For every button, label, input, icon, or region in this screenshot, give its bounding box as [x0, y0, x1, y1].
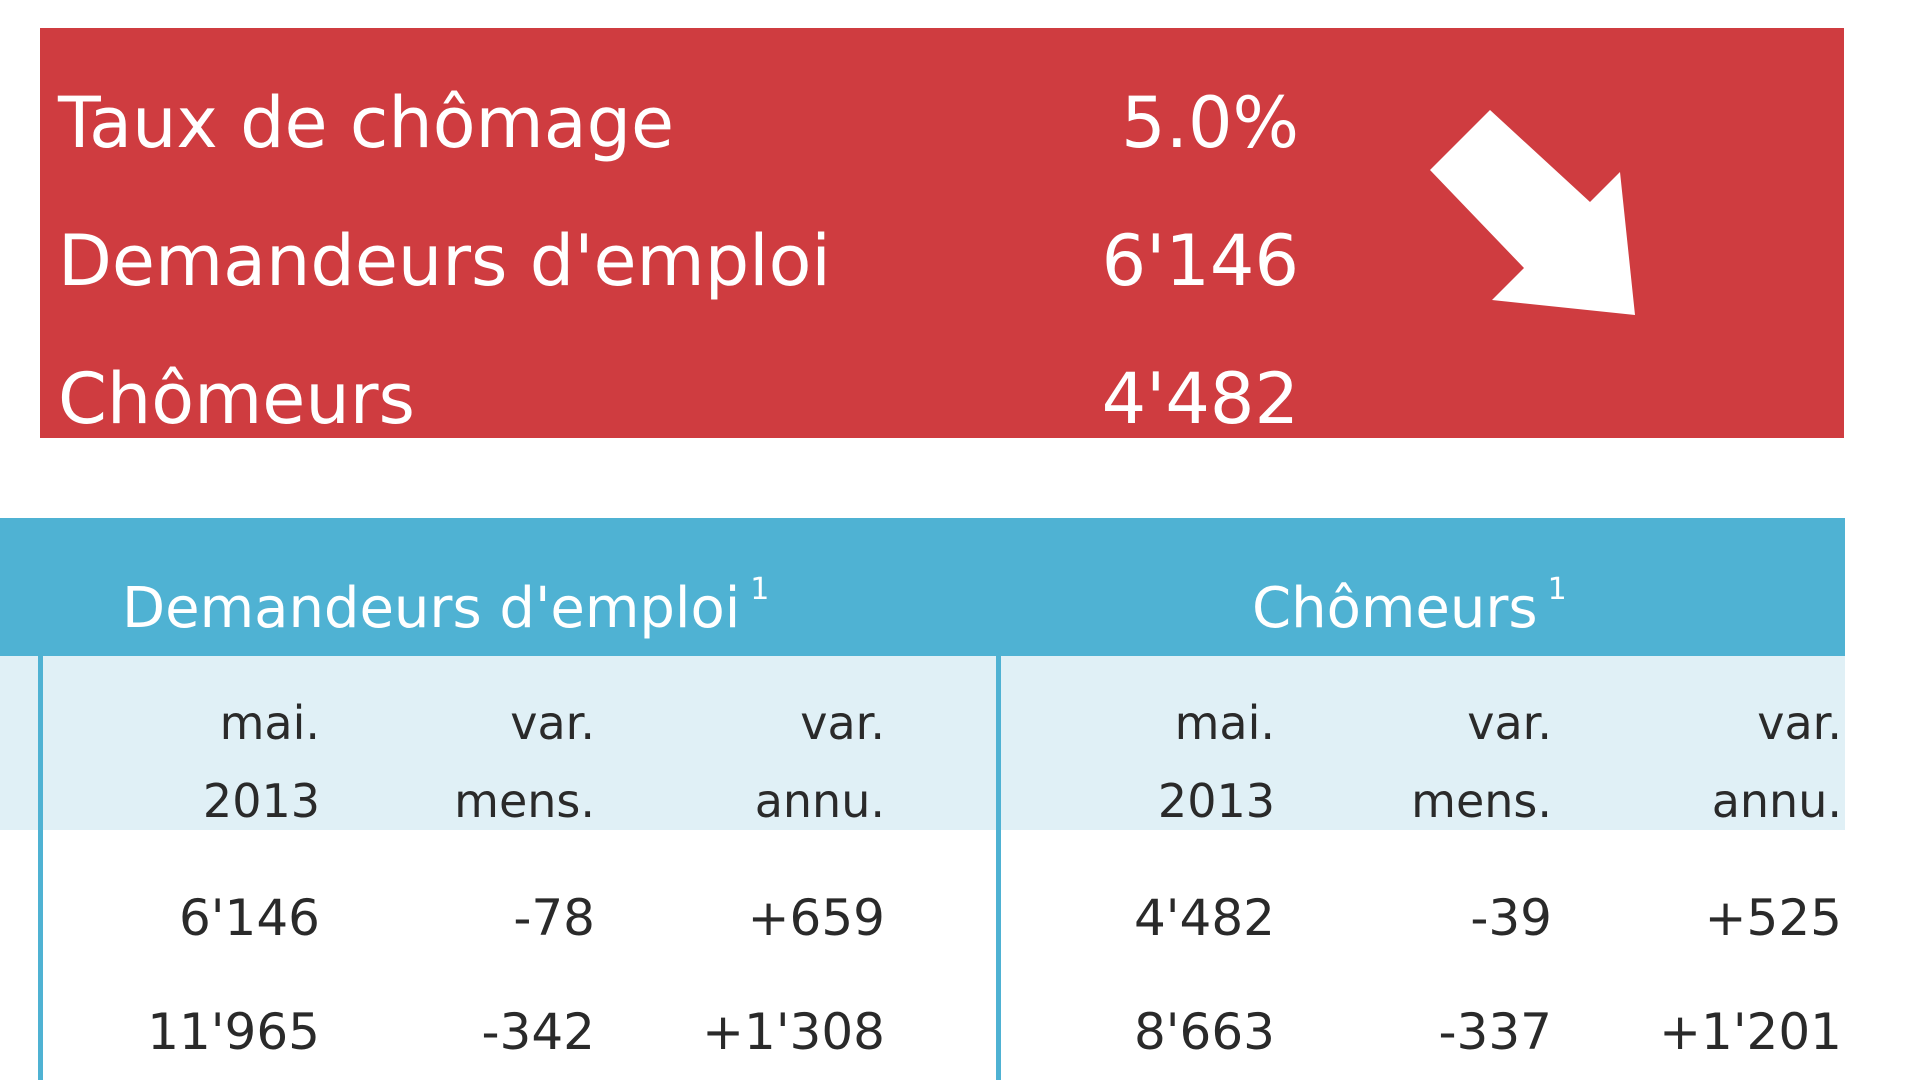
summary-value: 4'482 [1101, 358, 1299, 440]
group-title-text: Demandeurs d'emploi [122, 576, 741, 641]
column-header-monthly-change: var. mens. [335, 684, 595, 840]
table-cell: -39 [1470, 889, 1552, 947]
table-divider [38, 656, 43, 1080]
table-cell: 8'663 [1134, 1003, 1275, 1061]
column-header-month: mai. 2013 [60, 684, 320, 840]
summary-label: Chômeurs [58, 358, 415, 440]
table-cell: -337 [1438, 1003, 1552, 1061]
table-cell: 4'482 [1134, 889, 1275, 947]
column-header-line: mens. [454, 774, 595, 828]
statistics-table: Demandeurs d'emploi 1 Chômeurs 1 mai. 2013… [0, 518, 1845, 1080]
column-header-annual-change: var. annu. [625, 684, 885, 840]
table-divider [996, 656, 1001, 1080]
column-header-line: var. [510, 696, 595, 750]
column-header-line: 2013 [1157, 774, 1275, 828]
table-cell: +1'201 [1659, 1003, 1842, 1061]
column-header-line: var. [1467, 696, 1552, 750]
column-subheader-row: mai. 2013 var. mens. var. annu. mai. 201… [0, 656, 1845, 830]
column-header-line: mai. [1174, 696, 1275, 750]
table-cell: 6'146 [179, 889, 320, 947]
group-title-job-seekers: Demandeurs d'emploi 1 [122, 554, 769, 645]
footnote-marker: 1 [750, 572, 770, 607]
column-header-line: 2013 [202, 774, 320, 828]
table-body: 6'146 -78 +659 4'482 -39 +525 11'965 -34… [0, 830, 1845, 1080]
column-header-monthly-change: var. mens. [1292, 684, 1552, 840]
column-header-line: mens. [1411, 774, 1552, 828]
summary-value: 5.0% [1121, 82, 1299, 164]
arrow-down-right-icon [1430, 110, 1635, 315]
footnote-marker: 1 [1547, 572, 1567, 607]
summary-label: Taux de chômage [58, 82, 675, 164]
column-header-line: var. [800, 696, 885, 750]
summary-row-unemployment-rate: Taux de chômage 5.0% [40, 73, 1844, 173]
summary-label: Demandeurs d'emploi [58, 220, 831, 302]
table-cell: +1'308 [702, 1003, 885, 1061]
summary-value: 6'146 [1101, 220, 1299, 302]
table-cell: 11'965 [147, 1003, 320, 1061]
table-cell: -78 [513, 889, 595, 947]
column-header-line: annu. [754, 774, 885, 828]
unemployment-summary-box: Taux de chômage 5.0% Demandeurs d'emploi… [40, 28, 1844, 440]
summary-row-unemployed: Chômeurs 4'482 [40, 349, 1844, 449]
table-cell: +525 [1704, 889, 1842, 947]
column-header-line: mai. [219, 696, 320, 750]
table-cell: -342 [481, 1003, 595, 1061]
column-header-month: mai. 2013 [1015, 684, 1275, 840]
column-header-line: annu. [1711, 774, 1842, 828]
group-title-unemployed: Chômeurs 1 [1252, 554, 1567, 645]
group-title-text: Chômeurs [1252, 576, 1538, 641]
summary-row-job-seekers: Demandeurs d'emploi 6'146 [40, 211, 1844, 311]
table-group-header: Demandeurs d'emploi 1 Chômeurs 1 [0, 518, 1845, 656]
table-cell: +659 [747, 889, 885, 947]
column-header-line: var. [1757, 696, 1842, 750]
column-header-annual-change: var. annu. [1582, 684, 1842, 840]
